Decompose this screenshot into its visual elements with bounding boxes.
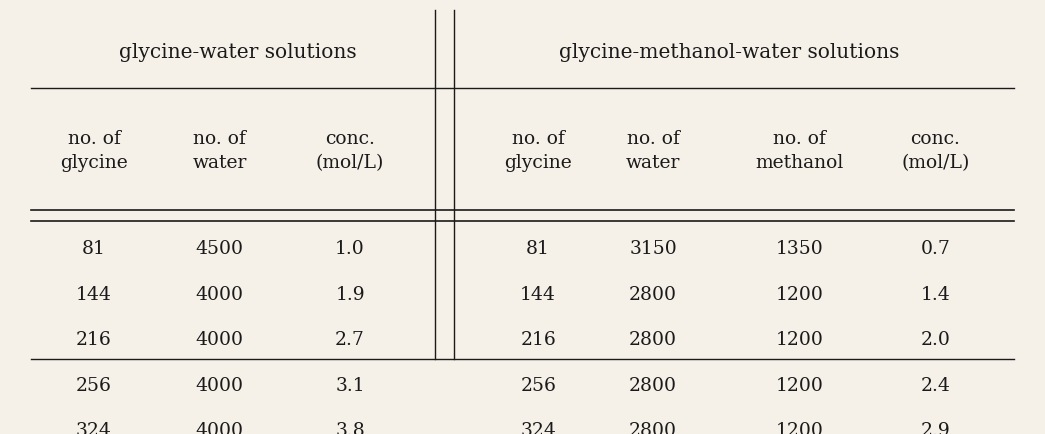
Text: glycine-water solutions: glycine-water solutions [119,43,356,62]
Text: 3.1: 3.1 [335,376,365,394]
Text: conc.
(mol/L): conc. (mol/L) [901,130,970,171]
Text: 256: 256 [76,376,112,394]
Text: 1350: 1350 [775,240,823,258]
Text: 216: 216 [76,331,112,349]
Text: 2.9: 2.9 [921,421,950,434]
Text: 216: 216 [520,331,556,349]
Text: 1200: 1200 [775,376,823,394]
Text: 3150: 3150 [629,240,677,258]
Text: 3.8: 3.8 [335,421,365,434]
Text: no. of
glycine: no. of glycine [505,130,572,171]
Text: 4000: 4000 [195,421,243,434]
Text: 81: 81 [83,240,106,258]
Text: no. of
water: no. of water [192,130,247,171]
Text: 1200: 1200 [775,285,823,303]
Text: glycine-methanol-water solutions: glycine-methanol-water solutions [559,43,899,62]
Text: 1.0: 1.0 [335,240,365,258]
Text: 2.7: 2.7 [335,331,365,349]
Text: 4000: 4000 [195,331,243,349]
Text: conc.
(mol/L): conc. (mol/L) [316,130,385,171]
Text: 2800: 2800 [629,421,677,434]
Text: 0.7: 0.7 [921,240,950,258]
Text: 2800: 2800 [629,331,677,349]
Text: 324: 324 [76,421,112,434]
Text: 144: 144 [76,285,112,303]
Text: 2800: 2800 [629,285,677,303]
Text: no. of
water: no. of water [626,130,680,171]
Text: 4000: 4000 [195,376,243,394]
Text: 2.4: 2.4 [921,376,950,394]
Text: 1200: 1200 [775,331,823,349]
Text: 324: 324 [520,421,556,434]
Text: 1.9: 1.9 [335,285,365,303]
Text: 2800: 2800 [629,376,677,394]
Text: 2.0: 2.0 [921,331,950,349]
Text: 4500: 4500 [195,240,243,258]
Text: 144: 144 [520,285,556,303]
Text: 1200: 1200 [775,421,823,434]
Text: 256: 256 [520,376,556,394]
Text: no. of
methanol: no. of methanol [756,130,843,171]
Text: no. of
glycine: no. of glycine [61,130,127,171]
Text: 81: 81 [527,240,550,258]
Text: 4000: 4000 [195,285,243,303]
Text: 1.4: 1.4 [921,285,950,303]
